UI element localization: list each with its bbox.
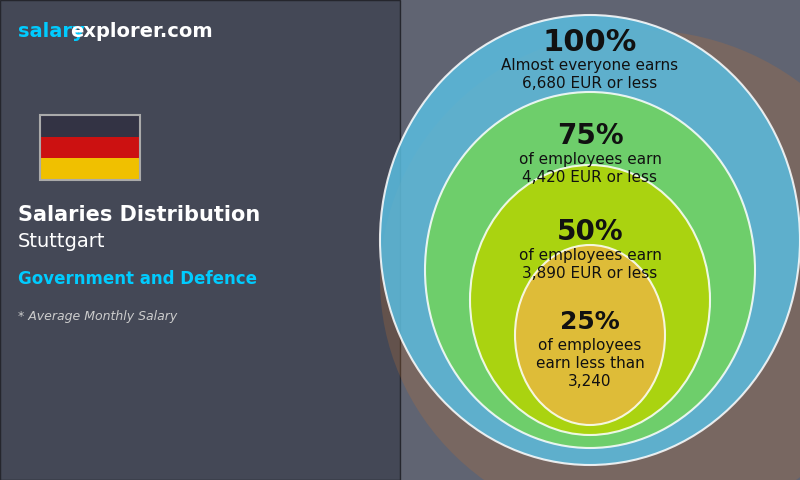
Text: Government and Defence: Government and Defence [18, 270, 257, 288]
Text: earn less than: earn less than [536, 356, 644, 371]
Text: 4,420 EUR or less: 4,420 EUR or less [522, 170, 658, 185]
Text: 3,890 EUR or less: 3,890 EUR or less [522, 266, 658, 281]
Bar [40, 137, 140, 158]
Text: 6,680 EUR or less: 6,680 EUR or less [522, 76, 658, 91]
Ellipse shape [380, 30, 800, 480]
Text: 75%: 75% [557, 122, 623, 150]
Bar [40, 158, 140, 180]
Text: explorer.com: explorer.com [70, 22, 213, 41]
Ellipse shape [380, 15, 800, 465]
Text: salary: salary [18, 22, 85, 41]
Bar [40, 115, 140, 137]
Ellipse shape [470, 165, 710, 435]
Ellipse shape [515, 245, 665, 425]
Text: 25%: 25% [560, 310, 620, 334]
Ellipse shape [425, 92, 755, 448]
Text: * Average Monthly Salary: * Average Monthly Salary [18, 310, 178, 323]
Text: 100%: 100% [543, 28, 637, 57]
Text: 3,240: 3,240 [568, 374, 612, 389]
Text: Salaries Distribution: Salaries Distribution [18, 205, 260, 225]
Text: Almost everyone earns: Almost everyone earns [502, 58, 678, 73]
Text: 50%: 50% [557, 218, 623, 246]
Text: of employees: of employees [538, 338, 642, 353]
Bar [40, 115, 140, 180]
Text: of employees earn: of employees earn [518, 248, 662, 263]
FancyBboxPatch shape [0, 0, 400, 480]
Text: of employees earn: of employees earn [518, 152, 662, 167]
Text: Stuttgart: Stuttgart [18, 232, 106, 251]
